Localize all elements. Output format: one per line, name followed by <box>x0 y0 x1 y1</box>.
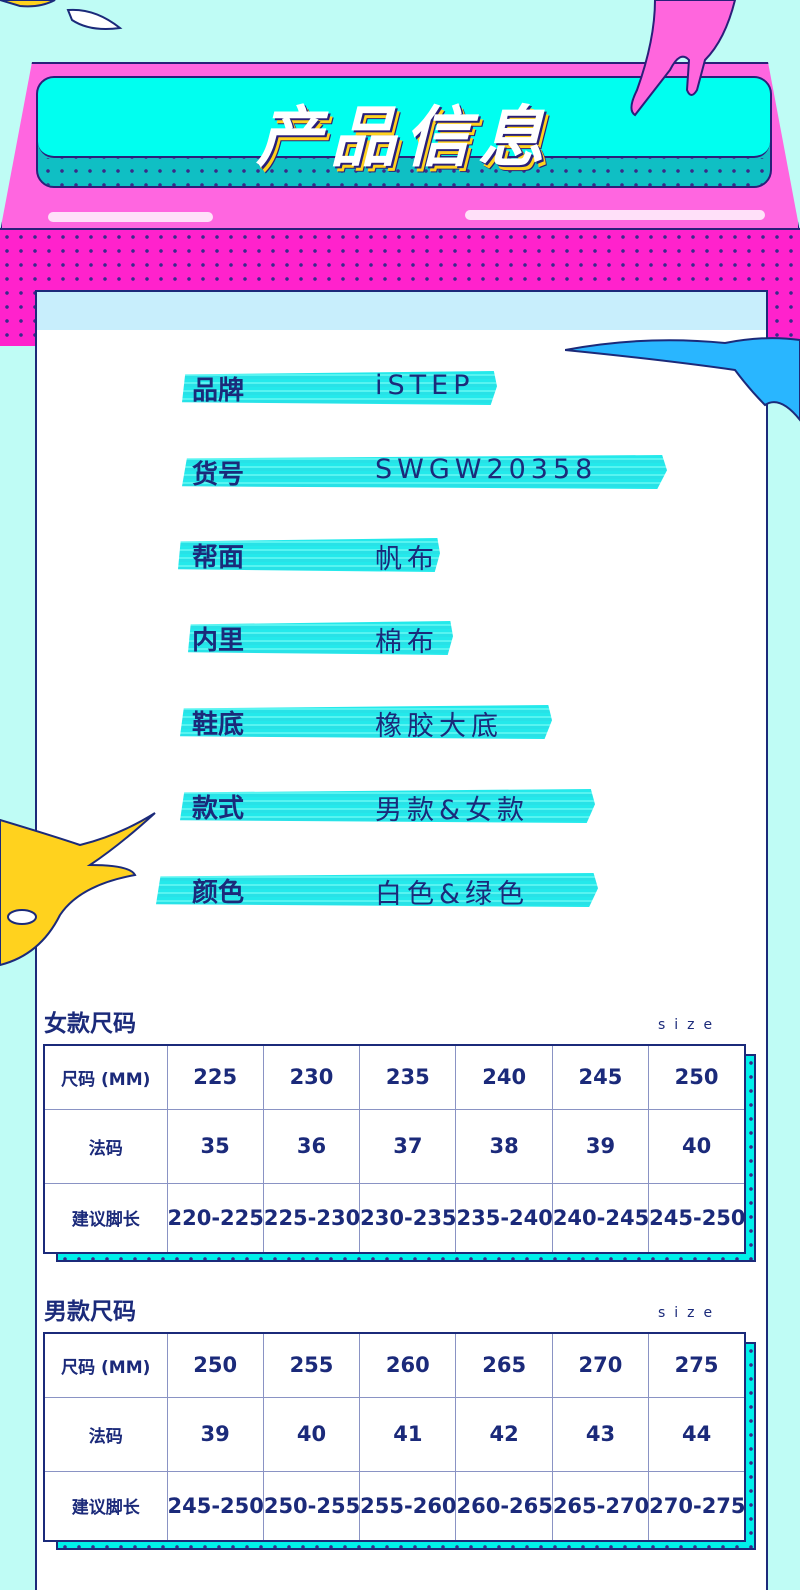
cell: 38 <box>455 1108 553 1184</box>
info-label: 内里 <box>192 626 245 656</box>
cell: 260-265 <box>455 1470 553 1542</box>
row-header: 建议脚长 <box>43 1182 168 1254</box>
cell: 245-250 <box>648 1182 746 1254</box>
info-row-style: 款式 男款&女款 <box>0 786 800 826</box>
yellow-splash-top <box>0 0 56 8</box>
info-row-sku: 货号 SWGW20358 <box>0 452 800 492</box>
info-value: 白色&绿色 <box>375 879 530 910</box>
row-header: 尺码 (MM) <box>43 1332 168 1398</box>
cell: 270 <box>551 1332 650 1398</box>
cell: 225-230 <box>262 1182 360 1254</box>
table-row: 尺码 (MM) 250 255 260 265 270 275 <box>43 1332 746 1398</box>
size-tag: size <box>658 1305 722 1321</box>
cell: 240-245 <box>551 1182 649 1254</box>
row-header: 法码 <box>43 1108 168 1184</box>
shine <box>48 212 213 222</box>
info-value: 男款&女款 <box>375 795 530 826</box>
table-row: 建议脚长 245-250 250-255 255-260 260-265 265-270 2… <box>43 1470 746 1542</box>
info-value: 橡胶大底 <box>375 711 503 742</box>
hand-illustration <box>630 0 737 117</box>
cell: 37 <box>359 1108 457 1184</box>
cell: 260 <box>359 1332 457 1398</box>
card-top-strip <box>37 292 766 330</box>
cell: 36 <box>262 1108 361 1184</box>
info-value: iSTEP <box>375 370 475 401</box>
cell: 230 <box>262 1044 361 1110</box>
cell: 265 <box>455 1332 553 1398</box>
info-row-color: 颜色 白色&绿色 <box>0 870 800 910</box>
info-label: 颜色 <box>192 878 245 908</box>
info-label: 帮面 <box>192 543 245 573</box>
table-row: 法码 35 36 37 38 39 40 <box>43 1108 746 1184</box>
info-value: SWGW20358 <box>375 454 598 485</box>
blue-splash <box>565 337 800 422</box>
cell: 230-235 <box>359 1182 457 1254</box>
table-row: 建议脚长 220-225 225-230 230-235 235-240 240-245 2… <box>43 1182 746 1254</box>
decorations <box>0 0 123 30</box>
info-value: 帆布 <box>375 544 439 575</box>
row-header: 建议脚长 <box>43 1470 168 1542</box>
cell: 225 <box>166 1044 264 1110</box>
cell: 235 <box>359 1044 457 1110</box>
cell: 250 <box>166 1332 264 1398</box>
cell: 265-270 <box>551 1470 649 1542</box>
table-row: 尺码 (MM) 225 230 235 240 245 250 <box>43 1044 746 1110</box>
women-size-title: 女款尺码 <box>44 1011 136 1037</box>
plate-dots <box>38 158 770 186</box>
white-drop <box>66 8 123 30</box>
info-row-sole: 鞋底 橡胶大底 <box>0 702 800 742</box>
cell: 43 <box>551 1396 650 1472</box>
cell: 39 <box>166 1396 264 1472</box>
cell: 245-250 <box>166 1470 264 1542</box>
cell: 250-255 <box>262 1470 360 1542</box>
info-label: 鞋底 <box>192 710 245 740</box>
cell: 40 <box>262 1396 361 1472</box>
cell: 255-260 <box>359 1470 457 1542</box>
cell: 41 <box>359 1396 457 1472</box>
info-row-brand: 品牌 iSTEP <box>0 368 800 408</box>
cell: 44 <box>648 1396 746 1472</box>
info-label: 款式 <box>192 794 245 824</box>
page-title: 产品信息 <box>256 99 552 176</box>
table-row: 法码 39 40 41 42 43 44 <box>43 1396 746 1472</box>
cell: 250 <box>648 1044 746 1110</box>
info-label: 货号 <box>192 460 245 490</box>
cell: 39 <box>551 1108 650 1184</box>
men-size-title: 男款尺码 <box>44 1299 136 1325</box>
cell: 40 <box>648 1108 746 1184</box>
women-size-table: 尺码 (MM) 225 230 235 240 245 250 法码 35 36 37 38 39 40… <box>43 1044 746 1254</box>
shine <box>465 210 765 220</box>
yellow-splash <box>0 812 156 967</box>
cell: 255 <box>262 1332 361 1398</box>
info-row-lining: 内里 棉布 <box>0 618 800 658</box>
men-size-table: 尺码 (MM) 250 255 260 265 270 275 法码 39 40 41 42 43 44… <box>43 1332 746 1542</box>
cell: 240 <box>455 1044 553 1110</box>
info-label: 品牌 <box>192 376 245 406</box>
cell: 245 <box>551 1044 650 1110</box>
cell: 275 <box>648 1332 746 1398</box>
cell: 220-225 <box>166 1182 264 1254</box>
cell: 235-240 <box>455 1182 553 1254</box>
row-header: 法码 <box>43 1396 168 1472</box>
info-row-upper: 帮面 帆布 <box>0 535 800 575</box>
row-header: 尺码 (MM) <box>43 1044 168 1110</box>
cell: 270-275 <box>648 1470 746 1542</box>
cell: 42 <box>455 1396 553 1472</box>
cell: 35 <box>166 1108 264 1184</box>
size-tag: size <box>658 1017 722 1033</box>
info-value: 棉布 <box>375 627 439 658</box>
